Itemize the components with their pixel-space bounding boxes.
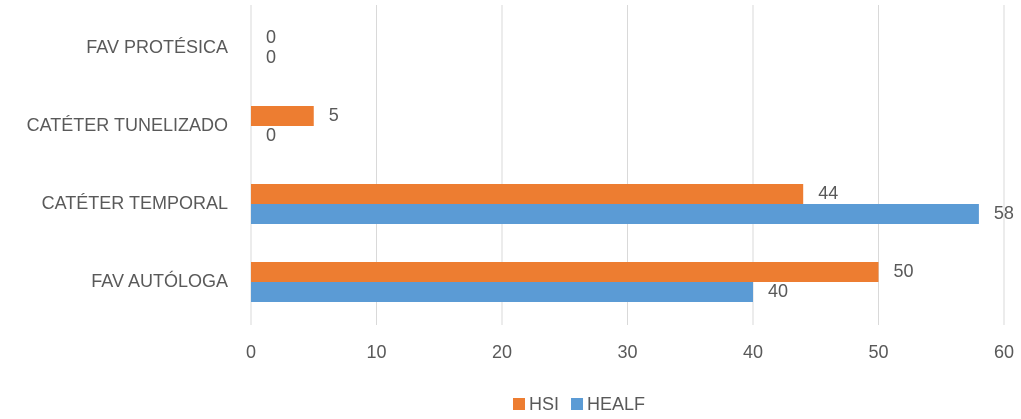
y-tick-label: CATÉTER TEMPORAL [42, 193, 228, 213]
bar [251, 184, 804, 204]
x-tick-label: 10 [366, 342, 386, 362]
bar [251, 106, 314, 126]
value-label: 0 [266, 27, 276, 47]
y-tick-label: FAV AUTÓLOGA [91, 270, 228, 291]
x-tick-label: 20 [492, 342, 512, 362]
value-label: 58 [994, 203, 1014, 223]
y-tick-label: CATÉTER TUNELIZADO [27, 115, 228, 135]
x-tick-label: 30 [617, 342, 637, 362]
value-label: 0 [266, 125, 276, 145]
value-label: 0 [266, 47, 276, 67]
bar [251, 204, 979, 224]
value-label: 44 [818, 183, 838, 203]
legend-swatch [513, 398, 525, 410]
x-tick-label: 60 [994, 342, 1014, 362]
legend-swatch [571, 398, 584, 410]
x-tick-label: 0 [246, 342, 256, 362]
value-label: 5 [329, 105, 339, 125]
value-label: 40 [768, 281, 788, 301]
x-tick-label: 50 [868, 342, 888, 362]
y-tick-label: FAV PROTÉSICA [86, 37, 228, 57]
value-label: 50 [894, 261, 914, 281]
x-tick-label: 40 [743, 342, 763, 362]
bar [251, 282, 753, 302]
bar [251, 262, 879, 282]
legend-label: HEALF [587, 394, 645, 414]
legend-label: HSI [529, 394, 559, 414]
